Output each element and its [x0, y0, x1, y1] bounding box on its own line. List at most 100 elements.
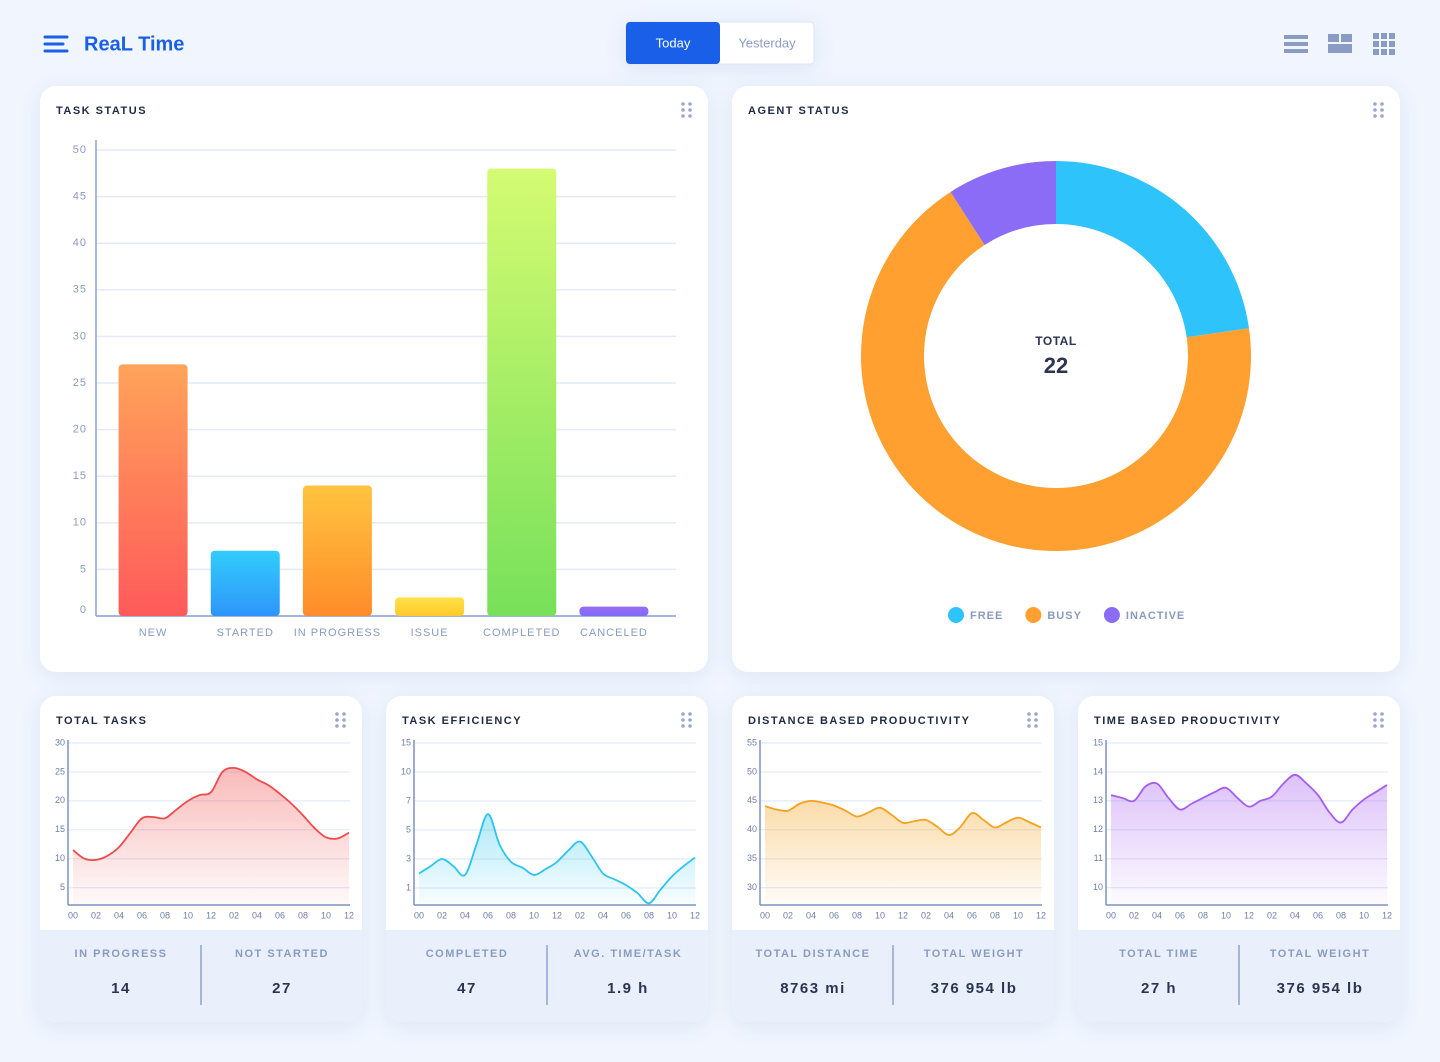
donut-segment	[950, 161, 1056, 245]
handle-dot	[1373, 114, 1377, 118]
grid-view-icon[interactable]	[1373, 33, 1395, 55]
icon-part	[1284, 42, 1308, 46]
handle-dot	[1373, 724, 1377, 728]
card	[732, 86, 1400, 672]
card-title: TIME BASED PRODUCTIVITY	[1094, 715, 1281, 727]
legend-label: FREE	[970, 610, 1003, 622]
drag-handle[interactable]	[1373, 712, 1384, 728]
x-tick-label: 10	[529, 910, 539, 920]
legend-swatch	[1025, 607, 1042, 623]
tab-yesterday[interactable]: Yesterday	[738, 35, 796, 50]
legend-label: BUSY	[1047, 610, 1082, 622]
x-tick-label: 02	[921, 910, 931, 920]
handle-dot	[688, 102, 692, 106]
switch-active[interactable]	[626, 22, 720, 64]
y-tick-label: 13	[1093, 795, 1103, 805]
icon-part	[1328, 34, 1339, 42]
bar	[487, 168, 557, 616]
bar	[579, 606, 649, 616]
x-tick-label: 04	[1290, 910, 1300, 920]
tile-view-icon[interactable]	[1328, 34, 1352, 53]
handle-dot	[1380, 114, 1384, 118]
x-tick-label: 12	[344, 910, 354, 920]
stat-label: TOTAL TIME	[1119, 948, 1199, 960]
stat-label: AVG. TIME/TASK	[574, 948, 683, 960]
handle-dot	[1380, 712, 1384, 716]
bar	[302, 485, 372, 616]
bar	[395, 597, 465, 616]
icon-part	[1389, 41, 1395, 47]
area	[1111, 774, 1387, 905]
x-tick-label: 10	[1221, 910, 1231, 920]
stat-label: TOTAL WEIGHT	[1270, 948, 1371, 960]
handle-dot	[335, 718, 339, 722]
y-tick-label: 30	[55, 737, 65, 747]
handle-dot	[1380, 108, 1384, 112]
stat-value: 27	[272, 980, 292, 997]
drag-handle[interactable]	[1027, 712, 1038, 728]
handle-dot	[1373, 712, 1377, 716]
x-tick-label: 08	[990, 910, 1000, 920]
card-title: TOTAL TASKS	[56, 715, 147, 727]
handle-dot	[342, 724, 346, 728]
y-tick-label: 7	[406, 795, 411, 805]
y-tick-label: 5	[406, 824, 411, 834]
y-tick-label: 12	[1093, 824, 1103, 834]
x-tick-label: NEW	[139, 627, 168, 639]
icon-part	[1328, 44, 1352, 53]
y-tick-label: 50	[747, 766, 757, 776]
y-tick-label: 30	[73, 330, 87, 342]
x-tick-label: 02	[575, 910, 585, 920]
stat-value: 376 954 lb	[1277, 980, 1364, 997]
handle-dot	[1027, 718, 1031, 722]
x-tick-label: 12	[1036, 910, 1046, 920]
handle-dot	[1380, 724, 1384, 728]
x-tick-label: 06	[1175, 910, 1185, 920]
bar	[118, 364, 188, 616]
x-tick-label: 08	[298, 910, 308, 920]
y-tick-label: 5	[60, 882, 65, 892]
x-tick-label: 08	[160, 910, 170, 920]
handle-dot	[1027, 724, 1031, 728]
handle-dot	[688, 718, 692, 722]
y-tick-label: 10	[1093, 882, 1103, 892]
x-tick-label: 04	[252, 910, 262, 920]
drag-handle[interactable]	[681, 102, 692, 118]
x-tick-label: CANCELED	[580, 627, 648, 639]
x-tick-label: 10	[321, 910, 331, 920]
x-tick-label: 02	[1267, 910, 1277, 920]
icon-part	[1341, 34, 1352, 42]
stat-label: NOT STARTED	[235, 948, 329, 960]
handle-dot	[681, 108, 685, 112]
drag-handle[interactable]	[335, 712, 346, 728]
handle-dot	[681, 712, 685, 716]
legend-swatch	[1103, 607, 1120, 623]
y-tick-label: 0	[80, 604, 87, 616]
drag-handle[interactable]	[681, 712, 692, 728]
donut-segment	[1056, 161, 1250, 338]
app-title: ReaL Time	[84, 33, 184, 55]
stat-value: 47	[457, 980, 477, 997]
handle-dot	[688, 712, 692, 716]
x-tick-label: 02	[783, 910, 793, 920]
y-tick-label: 5	[80, 563, 87, 575]
handle-dot	[1034, 718, 1038, 722]
stat-value: 27 h	[1141, 980, 1177, 997]
y-tick-label: 15	[401, 737, 411, 747]
handle-dot	[681, 102, 685, 106]
drag-handle[interactable]	[1373, 102, 1384, 118]
list-view-icon[interactable]	[1284, 35, 1308, 53]
icon-part	[1373, 49, 1379, 55]
x-tick-label: 12	[1244, 910, 1254, 920]
handle-dot	[681, 718, 685, 722]
x-tick-label: 06	[829, 910, 839, 920]
stat-label: IN PROGRESS	[75, 948, 168, 960]
handle-dot	[1034, 724, 1038, 728]
menu-icon[interactable]	[43, 35, 69, 53]
stat-value: 1.9 h	[607, 980, 649, 997]
y-tick-label: 15	[73, 470, 87, 482]
y-tick-label: 10	[73, 517, 87, 529]
tab-today[interactable]: Today	[656, 35, 691, 50]
card-title: TASK EFFICIENCY	[402, 715, 522, 727]
